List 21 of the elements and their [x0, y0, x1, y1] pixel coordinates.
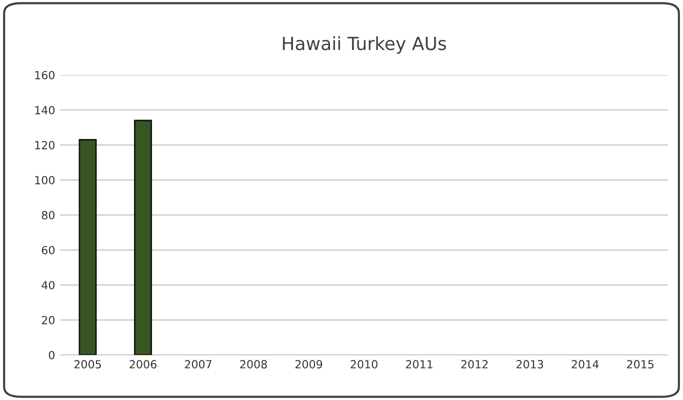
x-tick-label: 2010 [350, 360, 378, 368]
x-tick-label: 2008 [240, 360, 267, 368]
y-tick-label: 80 [42, 210, 55, 220]
y-tick-label: 60 [42, 246, 55, 254]
x-tick-label: 2012 [461, 360, 488, 368]
y-tick-label: 100 [35, 176, 55, 184]
y-tick-label: 0 [48, 350, 55, 360]
y-tick-label: 40 [42, 280, 55, 290]
x-tick-label: 2006 [130, 360, 156, 368]
x-tick-label: 2011 [406, 360, 432, 368]
y-tick-label: 20 [42, 316, 55, 324]
x-tick-label: 2013 [516, 360, 544, 368]
y-tick-label: 160 [35, 70, 55, 80]
x-tick-label: 2007 [184, 360, 212, 368]
chart-title: Hawaii Turkey AUs [282, 36, 446, 54]
x-tick-label: 2014 [572, 360, 599, 368]
x-tick-label: 2009 [295, 360, 322, 368]
y-tick-label: 120 [35, 140, 55, 150]
x-tick-label: 2015 [627, 360, 654, 368]
x-tick-label: 2005 [74, 360, 101, 368]
y-tick-label: 140 [35, 106, 55, 114]
